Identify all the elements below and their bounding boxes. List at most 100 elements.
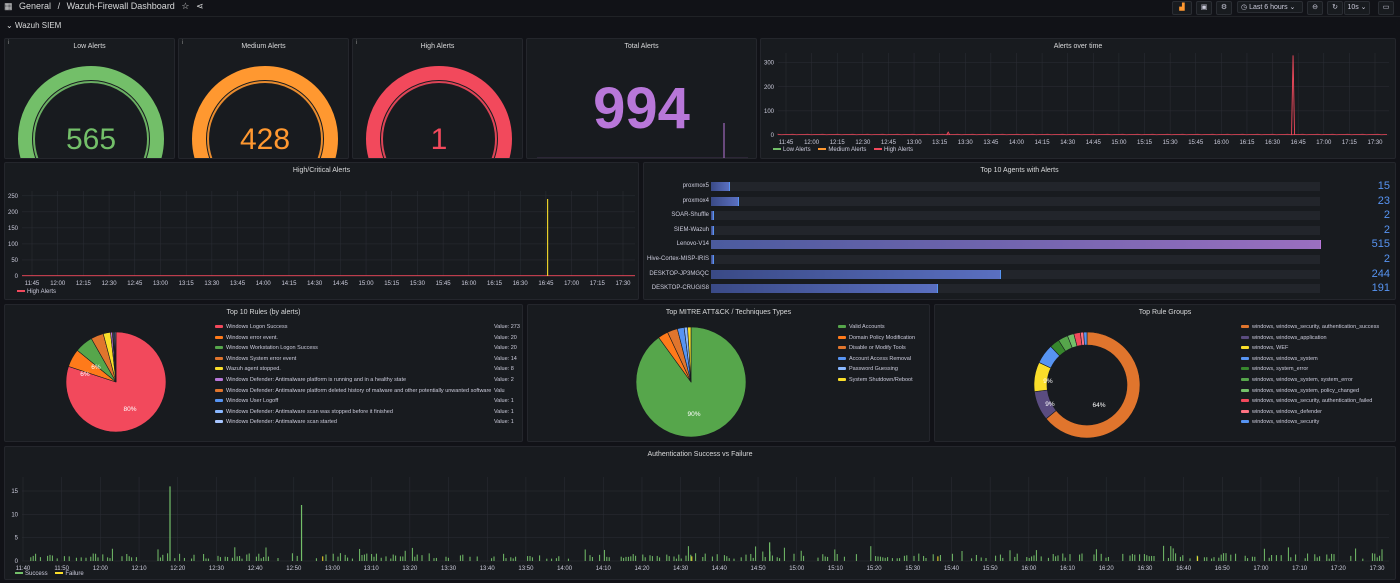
legend-item[interactable]: System Shutdown/Reboot — [838, 377, 913, 383]
legend-item[interactable]: Low Alerts — [783, 147, 811, 153]
slice-label: 6% — [80, 371, 90, 378]
x-tick-label: 17:20 — [1331, 566, 1347, 572]
info-icon[interactable]: i — [8, 40, 10, 46]
legend-item[interactable]: Windows User Logoff — [215, 398, 278, 404]
legend-value: Value: 14 — [494, 355, 517, 362]
x-tick-label: 16:00 — [1021, 566, 1037, 572]
gauge-panel-low[interactable]: i Low Alerts 565 — [4, 38, 175, 159]
gauge-panel-high[interactable]: i High Alerts 1 — [352, 38, 523, 159]
agent-bar[interactable] — [711, 240, 1321, 250]
legend-item[interactable]: windows, windows_system, policy_changed — [1241, 388, 1359, 394]
legend-swatch — [838, 378, 846, 382]
agent-value: 244 — [1371, 267, 1390, 280]
panel-high-critical-alerts[interactable]: High/Critical Alerts 0 50 100 150 200 250 11:4… — [4, 162, 639, 300]
panel-top-agents[interactable]: Top 10 Agents with Alerts proxmox5 15 prox… — [643, 162, 1396, 300]
agent-bar[interactable] — [711, 211, 715, 221]
legend-item[interactable]: windows, system_error — [1241, 366, 1308, 372]
legend-item[interactable]: Windows Defender: Antimalware scan was s… — [215, 409, 393, 415]
legend-item[interactable]: Failure — [65, 571, 84, 577]
add-panel-icon[interactable]: ▟ — [1172, 1, 1192, 15]
panel-mitre[interactable]: Top MITRE ATT&CK / Techniques Types 90% … — [527, 304, 930, 442]
panel-auth-success-failure[interactable]: Authentication Success vs Failure 0 5 10 15… — [4, 446, 1396, 580]
x-tick-label: 17:30 — [1367, 140, 1383, 146]
agent-bar-track — [711, 255, 1320, 264]
zoom-out-icon[interactable]: ⊖ — [1307, 1, 1323, 15]
share-icon[interactable]: ⋖ — [195, 1, 204, 11]
agent-bar[interactable] — [711, 196, 740, 206]
legend-value: Value: 1 — [494, 398, 514, 405]
x-tick-label: 15:10 — [828, 566, 844, 572]
panel-title: Top 10 Rules (by alerts) — [226, 309, 301, 316]
gauge-panel-medium[interactable]: i Medium Alerts 428 — [178, 38, 349, 159]
agent-bar[interactable] — [711, 255, 715, 264]
x-tick-label: 14:00 — [256, 281, 272, 287]
settings-gear-icon[interactable]: ⚙ — [1216, 1, 1232, 15]
mitre-pie: 90% — [635, 326, 747, 438]
legend-item[interactable]: Windows System error event — [215, 356, 296, 362]
info-icon[interactable]: i — [356, 40, 358, 46]
legend-item[interactable]: windows, windows_security, authenticatio… — [1241, 324, 1379, 330]
refresh-icon[interactable]: ↻ — [1327, 1, 1343, 15]
agent-bar-track — [711, 284, 1320, 294]
dashboard-title[interactable]: Wazuh-Firewall Dashboard — [66, 1, 175, 11]
tv-mode-icon[interactable]: ▭ — [1378, 1, 1394, 15]
legend-item[interactable]: windows, WEF — [1241, 345, 1288, 351]
chart-legend: Low Alerts Medium Alerts High Alerts — [767, 147, 913, 153]
x-tick-label: 13:45 — [983, 140, 999, 146]
legend-item[interactable]: windows, windows_security, authenticatio… — [1241, 398, 1372, 404]
agent-name: Hive-Cortex-MISP-IRIS — [646, 256, 709, 262]
legend-item[interactable]: windows, windows_application — [1241, 335, 1327, 341]
apps-icon[interactable]: ▦ — [4, 1, 13, 11]
panel-rule-groups[interactable]: Top Rule Groups 64% 9% 9% windows, windows… — [934, 304, 1396, 442]
row-header[interactable]: ⌄ Wazuh SIEM — [6, 21, 61, 30]
stat-panel-total[interactable]: Total Alerts 994 — [526, 38, 757, 159]
x-tick-label: 13:00 — [153, 281, 169, 287]
legend-item[interactable]: Disable or Modify Tools — [838, 345, 906, 351]
star-icon[interactable]: ☆ — [181, 1, 190, 11]
legend-item[interactable]: Valid Accounts — [838, 324, 885, 330]
legend-item[interactable]: Success — [25, 571, 48, 577]
panel-top-rules[interactable]: Top 10 Rules (by alerts) 80% 6% 6% Windows… — [4, 304, 523, 442]
info-icon[interactable]: i — [182, 40, 184, 46]
legend-item[interactable]: windows, windows_security — [1241, 419, 1319, 425]
legend-item[interactable]: Windows Logon Success — [215, 324, 287, 330]
save-icon[interactable]: ▣ — [1196, 1, 1212, 15]
refresh-interval-picker[interactable]: 10s ⌄ — [1344, 1, 1370, 15]
slice-label: 64% — [1092, 402, 1105, 409]
x-tick-label: 17:30 — [615, 281, 631, 287]
x-tick-label: 14:45 — [333, 281, 349, 287]
legend-item[interactable]: Medium Alerts — [828, 147, 867, 153]
legend-swatch — [1241, 346, 1249, 350]
legend-item[interactable]: Wazuh agent stopped. — [215, 366, 281, 372]
legend-item[interactable]: High Alerts — [884, 147, 914, 153]
agent-bar[interactable] — [711, 225, 715, 235]
legend-item[interactable]: Windows Defender: Antimalware scan start… — [215, 419, 337, 425]
legend-item[interactable]: Windows error event. — [215, 335, 278, 341]
agent-bar[interactable] — [711, 284, 938, 294]
x-tick-label: 16:10 — [1060, 566, 1076, 572]
agent-value: 2 — [1383, 209, 1390, 222]
breadcrumb-root[interactable]: General — [19, 1, 52, 11]
legend-item[interactable]: Account Access Removal — [838, 356, 911, 362]
legend-item[interactable]: Password Guessing — [838, 366, 898, 372]
agent-bar[interactable] — [711, 182, 730, 191]
legend-item[interactable]: windows, windows_system, system_error — [1241, 377, 1353, 383]
legend-item[interactable]: High Alerts — [27, 289, 57, 295]
legend-item[interactable]: windows, windows_defender — [1241, 409, 1322, 415]
x-tick-label: 16:00 — [1214, 140, 1230, 146]
slice-label: 90% — [687, 411, 700, 418]
panel-alerts-over-time[interactable]: Alerts over time 0 100 200 300 11:45 12:00 12:… — [760, 38, 1396, 159]
x-tick-label: 14:10 — [596, 566, 612, 572]
legend-item[interactable]: Windows Workstation Logon Success — [215, 345, 318, 351]
breadcrumb-separator: / — [57, 1, 61, 11]
legend-swatch — [1241, 420, 1249, 424]
time-range-picker[interactable]: ◷ Last 6 hours ⌄ — [1237, 1, 1303, 13]
legend-item[interactable]: Domain Policy Modification — [838, 335, 915, 341]
agent-bar[interactable] — [711, 269, 1001, 279]
x-tick-label: 13:00 — [907, 140, 923, 146]
legend-item[interactable]: Windows Defender: Antimalware platform d… — [215, 388, 491, 394]
legend-item[interactable]: Windows Defender: Antimalware platform i… — [215, 377, 406, 383]
legend-item[interactable]: windows, windows_system — [1241, 356, 1318, 362]
panel-title: Low Alerts — [73, 43, 106, 50]
x-tick-label: 17:00 — [1253, 566, 1269, 572]
